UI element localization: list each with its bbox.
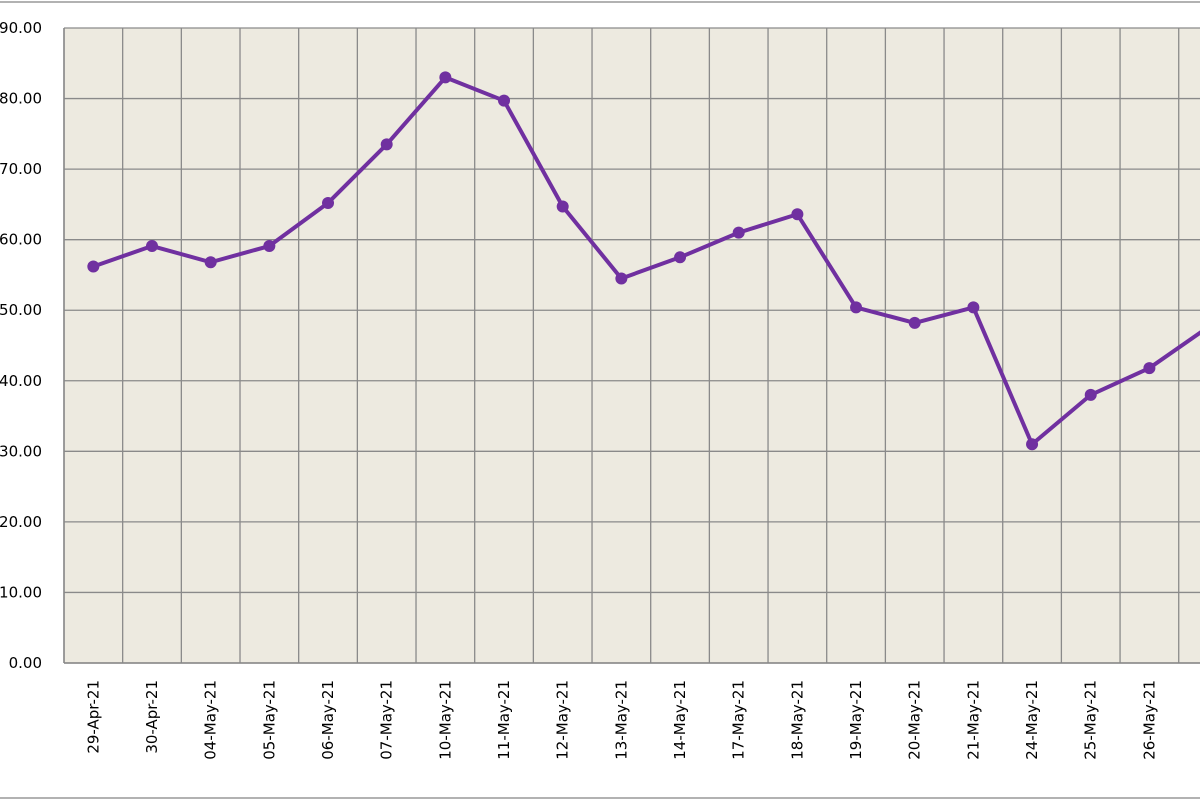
- x-tick-label: 06-May-21: [319, 680, 337, 760]
- data-point: [615, 272, 628, 285]
- x-tick-label: 17-May-21: [730, 680, 748, 760]
- x-tick-label: 24-May-21: [1023, 680, 1041, 760]
- x-tick-label: 21-May-21: [964, 680, 982, 760]
- data-point: [1026, 438, 1039, 451]
- data-point: [498, 94, 511, 107]
- y-tick-label: 70.00: [0, 160, 42, 178]
- y-tick-label: 40.00: [0, 372, 42, 390]
- plot-area: [64, 28, 1200, 663]
- data-point: [556, 200, 569, 213]
- data-point: [1143, 362, 1156, 375]
- x-tick-label: 07-May-21: [378, 680, 396, 760]
- data-point: [850, 301, 863, 314]
- x-tick-label: 18-May-21: [788, 680, 806, 760]
- x-tick-label: 10-May-21: [436, 680, 454, 760]
- x-tick-label: 04-May-21: [202, 680, 220, 760]
- x-tick-label: 19-May-21: [847, 680, 865, 760]
- data-point: [674, 251, 687, 264]
- data-point: [380, 138, 393, 151]
- data-point: [1084, 388, 1097, 401]
- data-point: [322, 196, 335, 209]
- x-tick-label: 26-May-21: [1140, 680, 1158, 760]
- data-point: [967, 301, 980, 314]
- y-tick-label: 90.00: [0, 19, 42, 37]
- data-line: [92, 75, 1200, 447]
- x-tick-label: 25-May-21: [1082, 680, 1100, 760]
- y-tick-label: 80.00: [0, 90, 42, 108]
- data-point: [87, 260, 100, 273]
- x-tick-label: 29-Apr-21: [84, 680, 102, 754]
- y-tick-label: 60.00: [0, 231, 42, 249]
- data-point: [732, 226, 745, 239]
- data-point: [908, 316, 921, 329]
- x-tick-label: 14-May-21: [671, 680, 689, 760]
- y-tick-label: 0.00: [9, 654, 42, 672]
- x-tick-label: 12-May-21: [554, 680, 572, 760]
- x-tick-label: 30-Apr-21: [143, 680, 161, 754]
- y-tick-label: 30.00: [0, 442, 42, 460]
- x-tick-label: 05-May-21: [260, 680, 278, 760]
- x-tick-label: 20-May-21: [906, 680, 924, 760]
- data-point: [263, 240, 276, 253]
- y-tick-label: 10.00: [0, 583, 42, 601]
- data-point: [791, 208, 804, 221]
- x-tick-label: 13-May-21: [612, 680, 630, 760]
- x-tick-label: 11-May-21: [495, 680, 513, 760]
- data-point: [146, 240, 159, 253]
- y-tick-label: 20.00: [0, 513, 42, 531]
- data-point: [439, 71, 452, 84]
- data-point: [204, 256, 217, 269]
- y-tick-label: 50.00: [0, 301, 42, 319]
